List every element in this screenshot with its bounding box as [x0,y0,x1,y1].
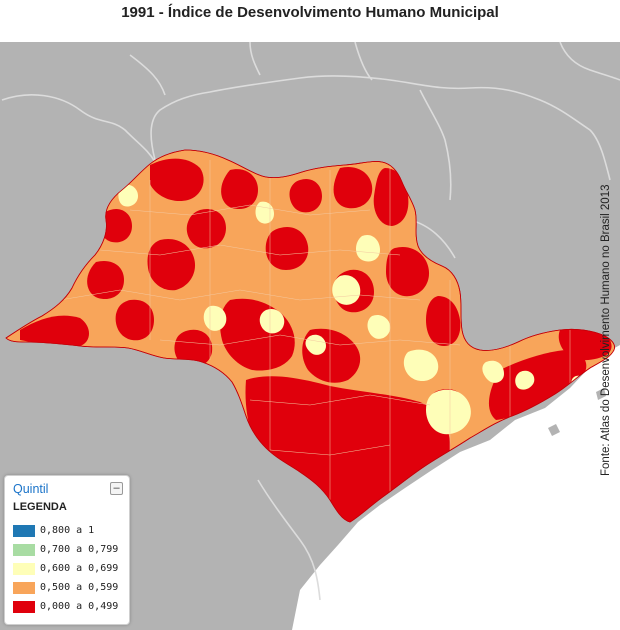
legend-swatch [13,543,35,556]
map-title: 1991 - Índice de Desenvolvimento Humano … [121,4,499,21]
source-text: Fonte: Atlas do Desenvolvimento Humano n… [600,184,612,477]
legend-label: 0,700 a 0,799 [40,544,119,555]
legend-item: 0,800 a 1 [13,521,118,540]
legend-subtitle: LEGENDA [13,501,67,513]
legend-swatch [13,581,35,594]
choropleth-map[interactable] [0,42,620,630]
municipal-boundaries [59,160,571,500]
legend-title: Quintil [13,482,49,496]
legend-swatch [13,600,35,613]
islands [548,388,606,436]
legend-item: 0,600 a 0,699 [13,559,118,578]
legend-label: 0,000 a 0,499 [40,601,119,612]
legend-panel: Quintil – LEGENDA 0,800 a 1 0,700 a 0,79… [4,475,130,625]
source-credit: Fonte: Atlas do Desenvolvimento Humano n… [598,170,614,480]
legend-swatch [13,562,35,575]
legend-item: 0,500 a 0,599 [13,578,118,597]
legend-label: 0,500 a 0,599 [40,582,119,593]
legend-items: 0,800 a 1 0,700 a 0,799 0,600 a 0,699 0,… [13,521,118,616]
legend-header: Quintil – [13,480,123,498]
legend-label: 0,800 a 1 [40,525,95,536]
minimize-button[interactable]: – [110,482,123,495]
legend-item: 0,700 a 0,799 [13,540,118,559]
legend-item: 0,000 a 0,499 [13,597,118,616]
state-borders [1,42,620,601]
legend-swatch [13,524,35,537]
legend-label: 0,600 a 0,699 [40,563,119,574]
map-view[interactable] [0,42,620,630]
